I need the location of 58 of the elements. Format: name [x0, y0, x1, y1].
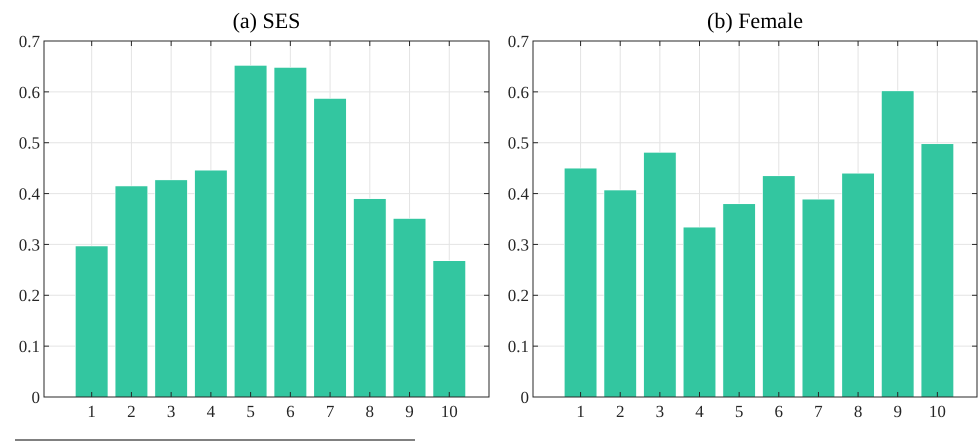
x-tick-label: 7	[814, 402, 824, 421]
chart-title: (a) SES	[232, 8, 300, 33]
bar	[920, 143, 954, 398]
bar	[194, 170, 228, 398]
x-tick-label: 1	[576, 402, 585, 421]
bar	[353, 198, 386, 398]
bar	[392, 218, 426, 398]
bar	[802, 198, 835, 398]
bar	[762, 175, 796, 398]
x-tick-label: 4	[206, 402, 216, 421]
y-tick-label: 0.7	[18, 32, 40, 51]
y-tick-label: 0.1	[508, 337, 529, 356]
y-tick-label: 0.4	[18, 184, 40, 204]
x-tick-label: 1	[87, 402, 96, 421]
y-tick-label: 0.4	[508, 184, 530, 204]
y-tick-label: 0.3	[508, 235, 529, 254]
x-tick-label: 5	[734, 402, 744, 421]
x-tick-label: 9	[405, 402, 414, 421]
y-tick-label: 0.2	[18, 286, 40, 306]
bar	[881, 90, 914, 398]
bar	[643, 152, 676, 398]
bar	[75, 246, 108, 398]
y-tick-label: 0.5	[508, 134, 529, 153]
bar	[842, 172, 875, 398]
x-tick-label: 2	[616, 402, 624, 421]
x-tick-label: 10	[928, 402, 946, 421]
bar	[564, 168, 598, 398]
y-tick-label: 0.2	[508, 286, 529, 306]
x-tick-label: 6	[286, 402, 295, 421]
bar	[154, 180, 188, 398]
x-tick-label: 8	[366, 402, 374, 421]
y-tick-label: 0	[520, 388, 529, 407]
x-tick-label: 10	[440, 402, 458, 421]
x-tick-label: 3	[656, 402, 664, 421]
y-tick-label: 0.6	[508, 82, 529, 102]
x-tick-label: 3	[166, 402, 176, 421]
bar	[682, 226, 716, 398]
bar	[722, 203, 756, 398]
x-tick-label: 5	[246, 402, 255, 421]
x-tick-label: 8	[854, 402, 862, 421]
bar	[114, 186, 148, 398]
y-tick-label: 0.7	[508, 32, 530, 51]
x-tick-label: 7	[326, 402, 335, 421]
bar	[313, 98, 347, 398]
x-tick-label: 4	[695, 402, 704, 421]
y-tick-label: 0.1	[18, 337, 40, 356]
x-tick-label: 9	[893, 402, 902, 421]
x-tick-label: 6	[774, 402, 784, 421]
x-tick-label: 2	[127, 402, 136, 421]
bar	[234, 65, 268, 398]
bar	[274, 67, 307, 398]
y-tick-label: 0.6	[18, 82, 40, 102]
chart-title: (b) Female	[707, 8, 803, 33]
bar	[432, 260, 466, 398]
y-tick-label: 0	[32, 388, 40, 407]
bar	[604, 190, 637, 398]
y-tick-label: 0.3	[18, 235, 40, 254]
y-tick-label: 0.5	[18, 134, 40, 153]
